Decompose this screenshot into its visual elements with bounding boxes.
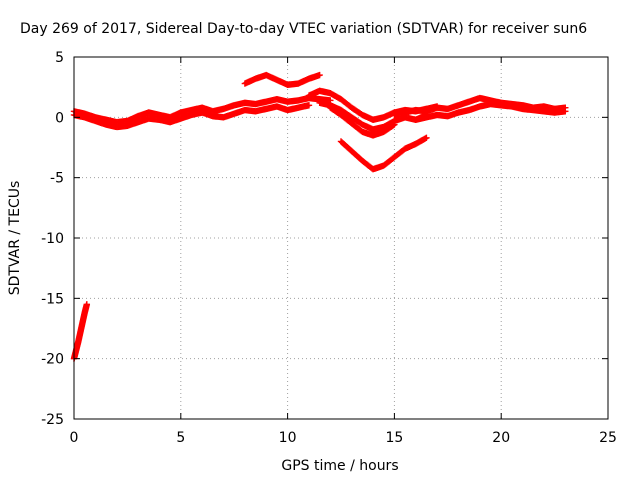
y-tick-label: -10 <box>41 231 64 247</box>
data-point <box>305 102 313 109</box>
data-point <box>390 122 397 129</box>
x-tick-label: 10 <box>279 430 297 446</box>
x-tick-label: 20 <box>492 430 510 446</box>
data-point <box>423 134 430 142</box>
data-point <box>316 71 323 79</box>
y-tick-label: 5 <box>55 50 64 66</box>
x-tick-label: 0 <box>70 430 79 446</box>
x-tick-label: 5 <box>176 430 185 446</box>
series-sat-g <box>327 104 398 139</box>
series-sat-j <box>412 100 569 123</box>
y-tick-label: -5 <box>50 171 64 187</box>
series-sat-d <box>241 71 323 88</box>
data-point <box>391 121 398 128</box>
x-tick-label: 25 <box>599 430 617 446</box>
x-axis-label: GPS time / hours <box>281 458 398 474</box>
y-tick-label: -20 <box>41 352 64 368</box>
series-sat-a <box>70 301 91 362</box>
y-tick-label: -15 <box>41 291 64 307</box>
plot-area <box>70 71 569 362</box>
series-sat-c <box>70 102 313 131</box>
data-point <box>562 108 569 115</box>
y-tick-label: 0 <box>55 110 64 126</box>
chart-title: Day 269 of 2017, Sidereal Day-to-day VTE… <box>20 21 587 37</box>
x-tick-label: 15 <box>385 430 403 446</box>
data-point <box>83 301 91 308</box>
y-axis-label: SDTVAR / TECUs <box>7 181 23 296</box>
series-sat-h <box>337 134 430 173</box>
y-tick-label: -25 <box>41 412 64 428</box>
axis-ticks: 0 5 10 15 20 25 -25 -20 -15 -10 -5 0 5 <box>41 50 617 446</box>
series-sat-f <box>316 99 430 133</box>
